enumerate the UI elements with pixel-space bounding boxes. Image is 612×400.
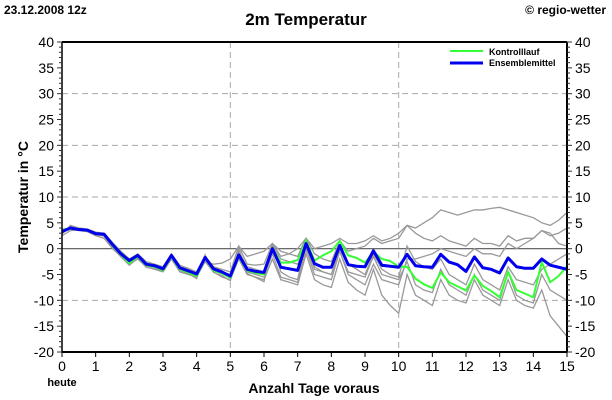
ensemble-member-line — [61, 225, 568, 291]
y-tick-label-left: 30 — [38, 86, 54, 102]
y-axis-label: Temperatur in °C — [15, 141, 31, 253]
y-tick-label-left: 0 — [46, 241, 54, 257]
x-axis-label: Anzahl Tage voraus — [248, 380, 379, 396]
y-tick-label-right: 5 — [575, 215, 583, 231]
ensemble-members — [61, 206, 568, 337]
y-tick-label-left: 40 — [38, 34, 54, 50]
x-tick-label: 0 — [58, 358, 66, 374]
ensemble-mean-line — [61, 226, 568, 278]
y-tick-label-left: -15 — [34, 318, 54, 334]
y-tick-label-left: 35 — [38, 60, 54, 76]
x-tick-label: 13 — [492, 358, 508, 374]
x-tick-label: 2 — [125, 358, 133, 374]
grid — [62, 42, 567, 352]
x-tick-label: 4 — [193, 358, 201, 374]
x-tick-label: 10 — [391, 358, 407, 374]
copyright-label: © regio-wetter — [525, 3, 606, 17]
y-tick-label-right: 30 — [575, 86, 591, 102]
ensemble-member-line — [61, 228, 568, 337]
x-tick-label: 11 — [425, 358, 440, 374]
x-tick-label: 1 — [92, 358, 100, 374]
y-tick-label-left: -5 — [42, 267, 55, 283]
series-lines — [61, 226, 568, 299]
y-tick-label-right: -10 — [575, 292, 595, 308]
y-tick-label-left: 25 — [38, 112, 54, 128]
y-tick-label-right: 0 — [575, 241, 583, 257]
y-tick-label-right: 40 — [575, 34, 591, 50]
y-tick-label-left: 10 — [38, 189, 54, 205]
x-tick-label: 3 — [159, 358, 167, 374]
x-tick-label: 8 — [327, 358, 335, 374]
y-tick-label-left: 5 — [46, 215, 54, 231]
legend-box — [446, 43, 566, 71]
legend-label-mean: Ensemblemittel — [489, 58, 556, 68]
x-tick-label: 5 — [226, 358, 234, 374]
legend-label-control: Kontrolllauf — [489, 47, 540, 57]
chart-title: 2m Temperatur — [245, 10, 367, 29]
x-tick-label: 12 — [458, 358, 474, 374]
ensemble-member-line — [61, 206, 568, 273]
y-tick-label-right: 25 — [575, 112, 591, 128]
y-tick-label-left: -10 — [34, 292, 54, 308]
y-tick-label-right: 20 — [575, 137, 591, 153]
legend: Kontrolllauf Ensemblemittel — [446, 43, 566, 71]
x-tick-label: 9 — [361, 358, 369, 374]
y-tick-label-left: 15 — [38, 163, 54, 179]
y-tick-label-right: 10 — [575, 189, 591, 205]
x-tick-label: 6 — [260, 358, 268, 374]
x-tick-label: 14 — [526, 358, 542, 374]
x-tick-label: 15 — [559, 358, 575, 374]
y-tick-label-left: -20 — [34, 344, 54, 360]
y-tick-label-right: 15 — [575, 163, 591, 179]
run-time-label: 23.12.2008 12z — [4, 3, 87, 17]
x-start-label: heute — [47, 377, 76, 389]
y-tick-label-right: -15 — [575, 318, 595, 334]
y-tick-label-right: -5 — [575, 267, 588, 283]
y-tick-label-left: 20 — [38, 137, 54, 153]
y-tick-label-right: 35 — [575, 60, 591, 76]
y-tick-label-right: -20 — [575, 344, 595, 360]
x-tick-label: 7 — [294, 358, 302, 374]
